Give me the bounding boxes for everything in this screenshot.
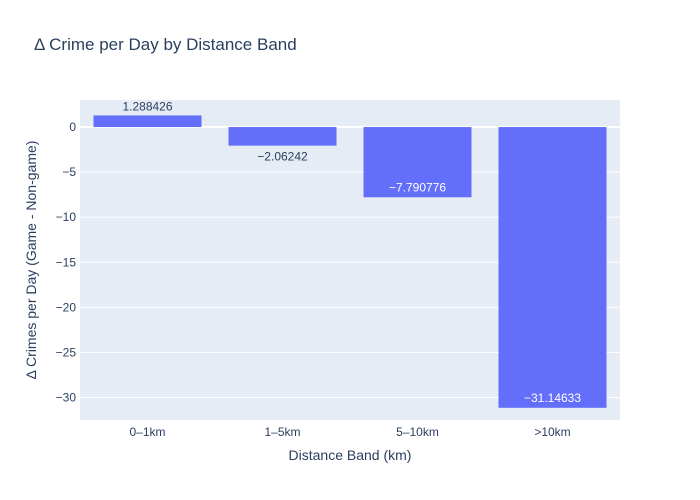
data-label-0: 1.288426 [122,99,172,113]
y-tick-label: 0 [69,120,76,134]
y-axis-ticks: 0 −5 −10 −15 −20 −25 −30 [56,120,77,404]
y-axis-label: Δ Crimes per Day (Game - Non-game) [23,141,39,380]
x-axis-label: Distance Band (km) [289,447,412,463]
bar-0 [93,115,202,128]
x-tick-label: 5–10km [396,425,439,439]
bars [93,115,607,408]
bar-1 [228,127,337,146]
x-tick-label: >10km [534,425,570,439]
x-tick-label: 1–5km [264,425,300,439]
y-tick-label: −30 [56,390,77,404]
y-tick-label: −25 [56,345,77,359]
x-axis-ticks: 0–1km 1–5km 5–10km >10km [129,425,570,439]
data-label-3: −31.14633 [524,391,581,405]
y-tick-label: −20 [56,300,77,314]
data-label-1: −2.06242 [257,150,308,164]
y-tick-label: −15 [56,255,77,269]
data-label-2: −7.790776 [389,180,446,194]
data-labels: 1.288426 −2.06242 −7.790776 −31.14633 [122,99,581,404]
x-tick-label: 0–1km [129,425,165,439]
bar-3 [498,127,607,408]
y-tick-label: −5 [62,165,76,179]
chart-title: Δ Crime per Day by Distance Band [34,35,297,54]
bar-2 [363,127,472,198]
y-tick-label: −10 [56,210,77,224]
